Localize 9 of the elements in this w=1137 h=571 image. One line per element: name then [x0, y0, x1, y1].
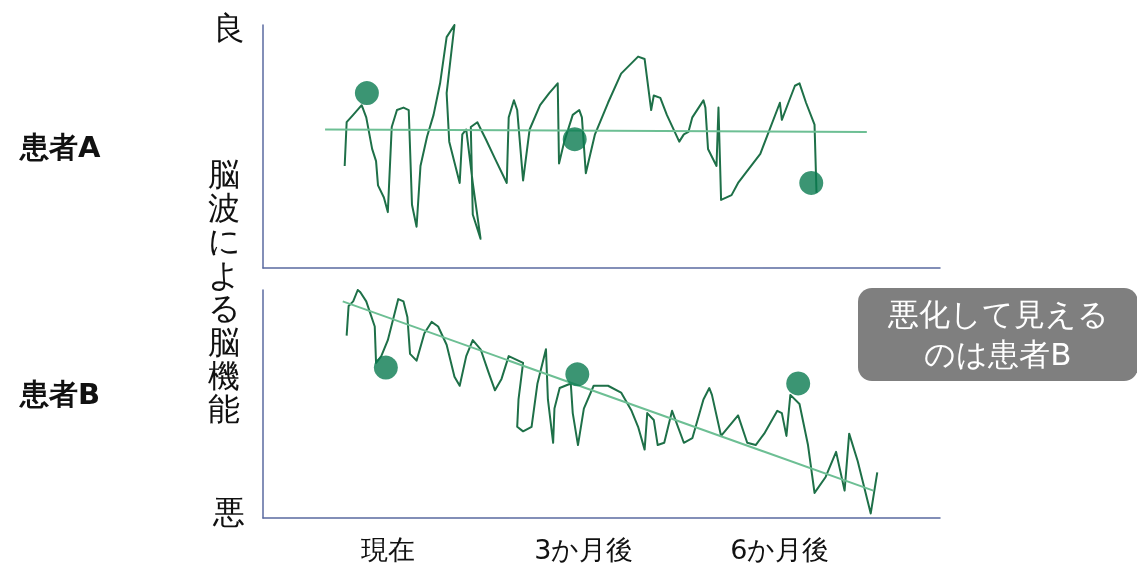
y-axis-title: 脳波による脳機能	[207, 155, 241, 429]
text: 患者B	[20, 376, 101, 413]
x-tick-label: 6か月後	[730, 534, 830, 565]
x-tick-label: 3か月後	[534, 534, 634, 565]
text: 良	[213, 9, 245, 47]
annotation: 悪化して見えるのは患者B	[858, 288, 1137, 381]
text: 患者A	[20, 129, 101, 166]
x-tick-label: 現在	[360, 534, 415, 565]
text: 悪	[213, 493, 245, 531]
